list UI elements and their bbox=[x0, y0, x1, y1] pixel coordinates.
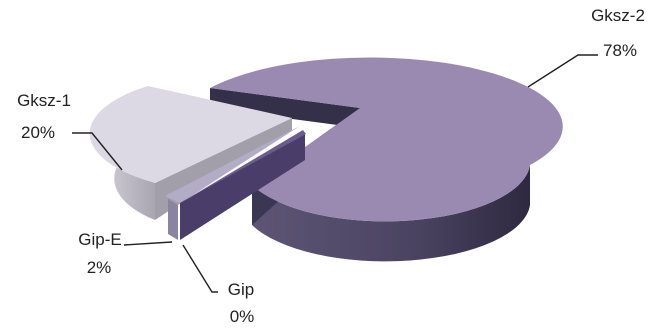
label-gip-e-percent: 2% bbox=[87, 258, 112, 277]
leader-line-gksz-2 bbox=[527, 54, 598, 88]
label-gip-percent: 0% bbox=[230, 307, 255, 326]
slice-gip bbox=[180, 130, 306, 240]
label-gksz-2-percent: 78% bbox=[603, 41, 637, 60]
label-gip-name: Gip bbox=[228, 280, 254, 299]
slice-gksz-2-wall bbox=[252, 165, 530, 262]
slice-gksz-2-top bbox=[210, 57, 563, 222]
slice-gksz-2-inner-wall bbox=[210, 88, 360, 128]
slice-gip-top bbox=[180, 130, 306, 203]
leader-line-gip-e bbox=[123, 241, 173, 246]
slice-gip-wall bbox=[180, 133, 305, 240]
leader-line-gksz-1 bbox=[72, 132, 123, 171]
label-gksz-2-name: Gksz-2 bbox=[591, 6, 645, 25]
label-gksz-1-name: Gksz-1 bbox=[17, 91, 71, 110]
slice-gip-e-wall bbox=[168, 199, 178, 240]
slice-gip-e-top bbox=[165, 126, 300, 203]
label-gksz-1-percent: 20% bbox=[21, 123, 55, 142]
label-gip-e-name: Gip-E bbox=[78, 230, 121, 249]
slice-gksz-2 bbox=[210, 57, 563, 262]
slice-gksz-1-top bbox=[89, 86, 292, 183]
leader-line-gip bbox=[182, 244, 218, 293]
slice-gip-e bbox=[165, 126, 300, 240]
